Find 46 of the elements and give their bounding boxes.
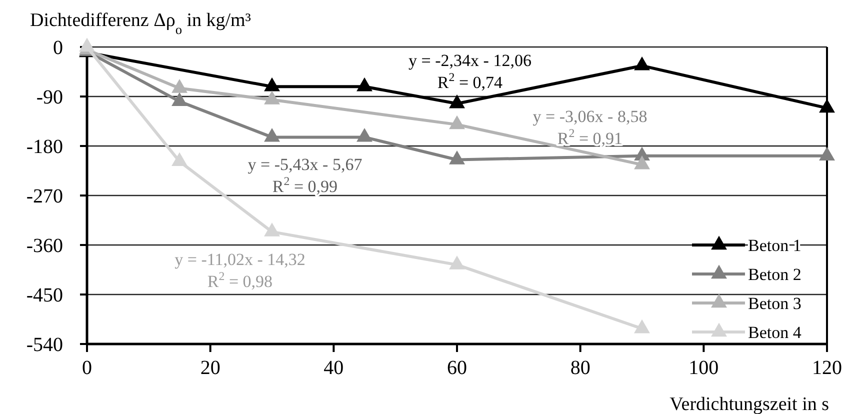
point bbox=[172, 92, 188, 106]
x-tick-label: 80 bbox=[570, 357, 590, 379]
x-tick-label: 120 bbox=[812, 357, 842, 379]
point bbox=[819, 146, 835, 160]
y-tick-label: -540 bbox=[26, 334, 63, 356]
point bbox=[356, 128, 372, 142]
x-axis-title: Verdichtungszeit in s bbox=[670, 394, 829, 414]
annotation: R$^{2}$ = 0,98 bbox=[207, 269, 273, 291]
annotation: R$^{2}$ = 0,99 bbox=[272, 174, 338, 196]
annotation: R$^{2}$ = 0,74 bbox=[437, 70, 504, 92]
point bbox=[819, 98, 835, 113]
point bbox=[449, 94, 465, 108]
y-tick-label: -90 bbox=[36, 86, 63, 108]
y-tick-label: 0 bbox=[53, 37, 63, 59]
annotation: y = -2,34x - 12,06 bbox=[408, 51, 532, 70]
point bbox=[264, 128, 280, 142]
y-tick-label: -270 bbox=[26, 186, 63, 208]
y-tick-label: -450 bbox=[26, 284, 63, 306]
x-tick-label: 20 bbox=[200, 357, 220, 379]
annotation: y = -5,43x - 5,67 bbox=[248, 155, 363, 174]
point bbox=[634, 156, 650, 170]
point bbox=[634, 56, 650, 70]
x-tick-label: 40 bbox=[324, 357, 344, 379]
point bbox=[634, 319, 650, 334]
legend-label: Beton 2 bbox=[748, 264, 802, 284]
annotation: y = -3,06x - 8,58 bbox=[532, 107, 648, 126]
legend-label: Beton 3 bbox=[748, 294, 802, 313]
point bbox=[79, 38, 95, 52]
x-tick-label: 60 bbox=[447, 357, 467, 379]
point bbox=[449, 115, 465, 130]
point bbox=[449, 150, 465, 164]
x-tick-label: 100 bbox=[688, 357, 719, 379]
annotation: R$^{2}$ = 0,91 bbox=[557, 126, 623, 148]
point bbox=[172, 79, 188, 93]
legend-label: Beton 4 bbox=[748, 322, 802, 342]
annotation: y = -11,02x - 14,32 bbox=[174, 250, 306, 269]
point bbox=[356, 77, 372, 92]
point bbox=[264, 77, 280, 92]
y-tick-label: -360 bbox=[26, 235, 63, 257]
y-tick-label: -180 bbox=[26, 136, 63, 158]
point bbox=[172, 152, 188, 166]
point bbox=[449, 256, 465, 270]
x-tick-label: 0 bbox=[82, 357, 92, 379]
point bbox=[264, 222, 280, 236]
y-axis-title: Dichtedifferenz Δρ$_{o}$ in kg/m³ bbox=[30, 10, 252, 36]
point bbox=[264, 90, 280, 104]
